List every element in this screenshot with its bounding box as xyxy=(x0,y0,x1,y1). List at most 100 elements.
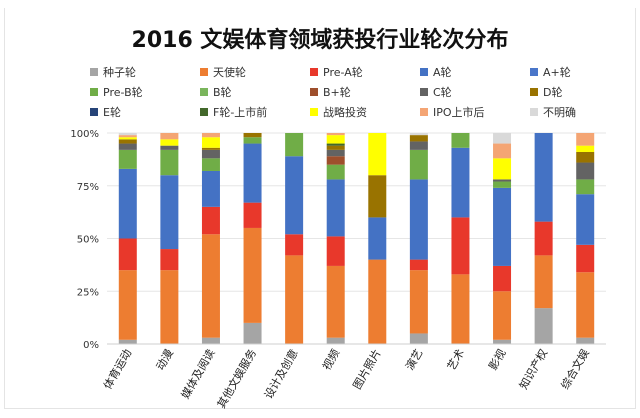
legend-item: 战略投资 xyxy=(310,106,367,120)
bar-segment xyxy=(243,202,262,228)
bar-segment xyxy=(326,145,345,150)
legend-swatch xyxy=(90,108,98,116)
bar-segment xyxy=(451,217,470,275)
legend-item: A+轮 xyxy=(530,66,571,80)
x-category-label: 其他文娱服务 xyxy=(214,347,259,411)
bar-segment xyxy=(409,333,428,344)
bar-segment xyxy=(493,291,512,340)
bar-segment xyxy=(409,141,428,150)
legend-label: IPO上市后 xyxy=(433,106,485,119)
bar-segment xyxy=(409,179,428,260)
bar-segment xyxy=(118,137,137,140)
bar-segment xyxy=(201,337,220,344)
bar-segment xyxy=(368,175,387,218)
legend-label: E轮 xyxy=(103,106,121,119)
bar-segment xyxy=(409,135,428,142)
bar-segment xyxy=(326,337,345,344)
bar-segment xyxy=(534,221,553,256)
card-bottom-edge xyxy=(4,408,636,409)
bar-segment xyxy=(493,143,512,159)
bar-segment xyxy=(201,133,220,138)
legend-label: C轮 xyxy=(433,86,452,99)
legend-label: 天使轮 xyxy=(213,66,246,79)
bar-segment xyxy=(285,156,304,235)
bar-segment xyxy=(326,149,345,157)
legend-label: B轮 xyxy=(213,86,232,99)
bar-segment xyxy=(201,158,220,171)
bar-segment xyxy=(576,337,595,344)
bar-segment xyxy=(576,151,595,163)
bar-segment xyxy=(118,149,137,169)
bar-segment xyxy=(118,238,137,271)
card-left-edge xyxy=(4,8,5,408)
legend-swatch xyxy=(200,88,208,96)
x-category-label: 媒体及阅读 xyxy=(178,347,218,402)
bar-segment xyxy=(118,339,137,344)
legend-item: C轮 xyxy=(420,86,452,100)
legend-swatch xyxy=(310,88,318,96)
legend-item: A轮 xyxy=(420,66,452,80)
bar-segment xyxy=(534,308,553,344)
bar-segment xyxy=(326,236,345,266)
legend-item: IPO上市后 xyxy=(420,106,485,120)
bar-segment xyxy=(160,145,179,150)
legend-swatch xyxy=(200,68,208,76)
bar-segment xyxy=(285,133,304,157)
bar-segment xyxy=(160,249,179,271)
bar-segment xyxy=(160,270,179,344)
bar-segment xyxy=(201,137,220,148)
bar-segment xyxy=(534,255,553,309)
legend-item: 天使轮 xyxy=(200,66,246,80)
bar-segment xyxy=(201,206,220,235)
bar-segment xyxy=(493,133,512,144)
chart-title: 2016 文娱体育领域获投行业轮次分布 xyxy=(131,28,509,53)
legend-label: Pre-A轮 xyxy=(323,66,363,79)
legend-label: F轮-上市前 xyxy=(213,106,268,119)
bar-segment xyxy=(576,179,595,195)
bar-segment xyxy=(326,156,345,165)
legend-swatch xyxy=(530,68,538,76)
legend-item: B+轮 xyxy=(310,86,351,100)
legend-item: E轮 xyxy=(90,106,121,120)
bar-segment xyxy=(160,139,179,146)
bar-segment xyxy=(576,244,595,273)
bar-segment xyxy=(243,133,262,138)
bar-segment xyxy=(285,234,304,256)
bar-segment xyxy=(326,135,345,144)
bar-segment xyxy=(326,179,345,237)
bar-segment xyxy=(451,274,470,344)
bar-segment xyxy=(451,133,470,148)
bar-segment xyxy=(243,137,262,144)
legend-item: B轮 xyxy=(200,86,232,100)
x-category-label: 影视 xyxy=(486,346,509,372)
legend-label: A+轮 xyxy=(543,66,571,79)
bar-segment xyxy=(243,143,262,203)
y-tick-label: 50% xyxy=(77,235,99,246)
bar-segment xyxy=(326,164,345,180)
legend-label: D轮 xyxy=(543,86,563,99)
y-tick-label: 25% xyxy=(77,287,99,298)
bar-segment xyxy=(326,133,345,136)
bar-segment xyxy=(409,270,428,334)
card-right-edge xyxy=(635,8,636,408)
legend-swatch xyxy=(200,108,208,116)
y-tick-label: 100% xyxy=(70,129,99,140)
legend-label: B+轮 xyxy=(323,86,351,99)
bar-segment xyxy=(160,133,179,140)
legend-swatch xyxy=(530,88,538,96)
bar-segment xyxy=(409,149,428,180)
legend-swatch xyxy=(310,68,318,76)
bar-segment xyxy=(368,259,387,344)
legend-label: 战略投资 xyxy=(323,106,367,119)
bar-segment xyxy=(493,181,512,188)
bar-segment xyxy=(493,339,512,344)
legend-swatch xyxy=(420,108,428,116)
x-category-label: 动漫 xyxy=(153,347,176,373)
bar-segment xyxy=(576,145,595,152)
bar-segment xyxy=(285,255,304,344)
x-category-label: 图片照片 xyxy=(351,347,384,392)
legend-swatch xyxy=(420,88,428,96)
bar-segment xyxy=(493,187,512,266)
legend-item: Pre-A轮 xyxy=(310,66,363,80)
